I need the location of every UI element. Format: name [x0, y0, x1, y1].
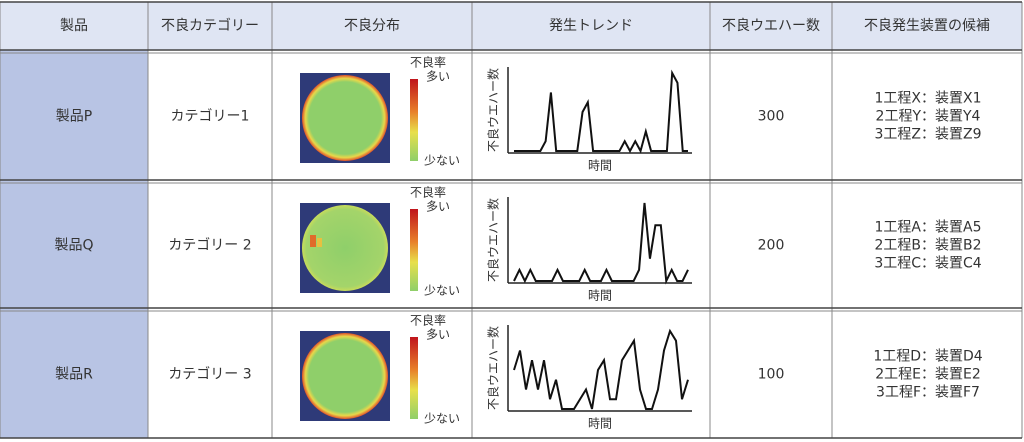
- header-label: 不良カテゴリー: [161, 17, 259, 34]
- header-label: 不良分布: [344, 18, 400, 34]
- header-bg: [0, 2, 1022, 50]
- trend-x-label: 時間: [588, 417, 612, 431]
- legend-rate: 不良率: [410, 55, 446, 70]
- wafer-count: 100: [758, 367, 785, 383]
- legend-bar: [410, 337, 418, 419]
- candidate: 3工程C：装置C4: [874, 256, 981, 272]
- legend-rate: 不良率: [410, 313, 446, 328]
- legend-high: 多い: [426, 70, 450, 84]
- legend-low: 少ない: [424, 284, 460, 298]
- trend-x-label: 時間: [588, 289, 612, 303]
- wafer-count: 200: [758, 238, 785, 254]
- hotspot: [310, 235, 316, 247]
- hotspot: [317, 238, 322, 247]
- trend-x-label: 時間: [588, 159, 612, 173]
- wafer-count: 300: [758, 109, 785, 125]
- candidate: 3工程F：装置F7: [876, 385, 980, 401]
- trend-y-label: 不良ウエハー数: [486, 68, 501, 152]
- header-label: 不良ウエハー数: [722, 18, 820, 34]
- product-cell-bg: [0, 308, 148, 438]
- candidate: 1工程X：装置X1: [875, 91, 982, 107]
- candidate: 2工程B：装置B2: [874, 238, 981, 254]
- header-label: 不良発生装置の候補: [864, 18, 990, 34]
- product-cell-bg: [0, 50, 148, 180]
- trend-line: [513, 328, 689, 410]
- product: 製品Q: [54, 238, 93, 254]
- legend-high: 多い: [426, 200, 450, 214]
- legend-low: 少ない: [424, 154, 460, 168]
- trend-y-label: 不良ウエハー数: [486, 326, 501, 410]
- product: 製品R: [55, 367, 93, 383]
- candidate: 1工程A：装置A5: [875, 220, 982, 236]
- legend-rate: 不良率: [410, 185, 446, 200]
- candidate: 2工程E：装置E2: [875, 367, 981, 383]
- legend-high: 多い: [426, 328, 450, 342]
- candidate: 3工程Z：装置Z9: [875, 127, 982, 143]
- trend-line: [513, 202, 689, 285]
- wafer: [302, 75, 388, 161]
- category: カテゴリー 2: [168, 237, 251, 254]
- header-label: 発生トレンド: [549, 18, 633, 34]
- legend-low: 少ない: [424, 412, 460, 426]
- header-label: 製品: [60, 18, 88, 34]
- candidate: 2工程Y：装置Y4: [876, 109, 981, 125]
- product: 製品P: [56, 109, 92, 125]
- legend-bar: [410, 79, 418, 161]
- trend-line: [514, 69, 688, 154]
- product-cell-bg: [0, 180, 148, 308]
- wafer: [302, 205, 388, 291]
- wafer: [302, 333, 388, 419]
- category: カテゴリー1: [171, 108, 250, 125]
- category: カテゴリー 3: [168, 366, 251, 383]
- trend-y-label: 不良ウエハー数: [486, 198, 501, 282]
- legend-bar: [410, 209, 418, 291]
- candidate: 1工程D：装置D4: [873, 349, 982, 365]
